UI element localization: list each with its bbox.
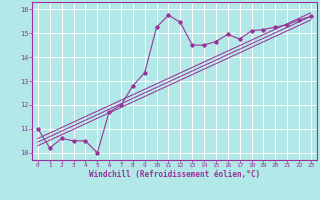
X-axis label: Windchill (Refroidissement éolien,°C): Windchill (Refroidissement éolien,°C)	[89, 170, 260, 179]
